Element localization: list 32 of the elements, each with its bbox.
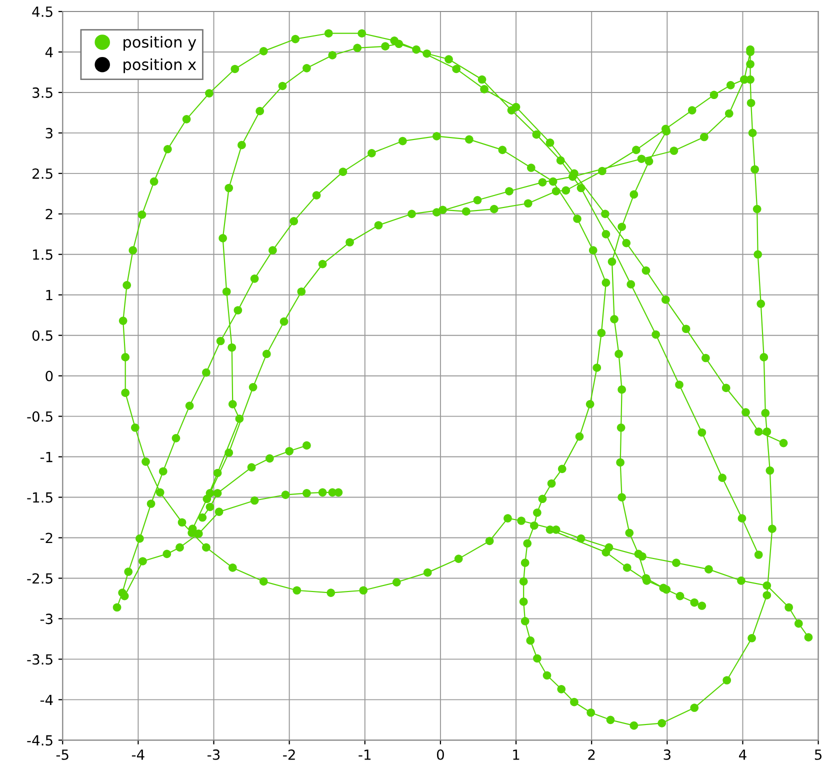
x-tick-label: -5 [56, 750, 68, 760]
y-tick-label: 2 [46, 208, 52, 220]
x-tick-label: -3 [208, 749, 220, 760]
x-tick-label: -4 [132, 750, 144, 760]
y-tick-label: -3.5 [27, 654, 52, 665]
y-tick-label: 0 [46, 370, 53, 382]
x-tick-label: 0 [436, 749, 444, 760]
y-tick-label: -3 [40, 614, 52, 624]
x-tick-label: 3 [664, 749, 670, 760]
y-tick-label: -1.5 [27, 492, 52, 503]
y-tick-label: -2.5 [27, 573, 52, 584]
y-tick-label: 4.5 [32, 6, 52, 17]
x-tick-label: 2 [588, 749, 595, 760]
y-tick-label: 3.5 [32, 87, 52, 98]
y-tick-label: -2 [40, 532, 52, 544]
y-tick-label: 2.5 [32, 168, 52, 179]
x-tick-label: 4 [738, 750, 746, 760]
y-tick-label: 1 [46, 290, 52, 300]
x-tick-label: 5 [814, 750, 822, 760]
y-tick-label: -1 [40, 452, 52, 462]
y-tick-label: 0.5 [32, 330, 52, 341]
y-tick-label: -0.5 [27, 411, 52, 422]
y-tick-label: -4 [40, 694, 53, 705]
legend-label: position x [124, 58, 196, 74]
y-tick-label: 3 [46, 128, 52, 138]
legend-label: position y [124, 36, 196, 51]
x-tick-label: -2 [283, 749, 295, 760]
y-tick-label: 4 [45, 47, 53, 58]
x-tick-label: 1 [513, 750, 520, 760]
y-tick-label: -4.5 [27, 735, 52, 746]
x-tick-label: -1 [358, 750, 371, 760]
y-tick-label: 1.5 [33, 250, 52, 260]
